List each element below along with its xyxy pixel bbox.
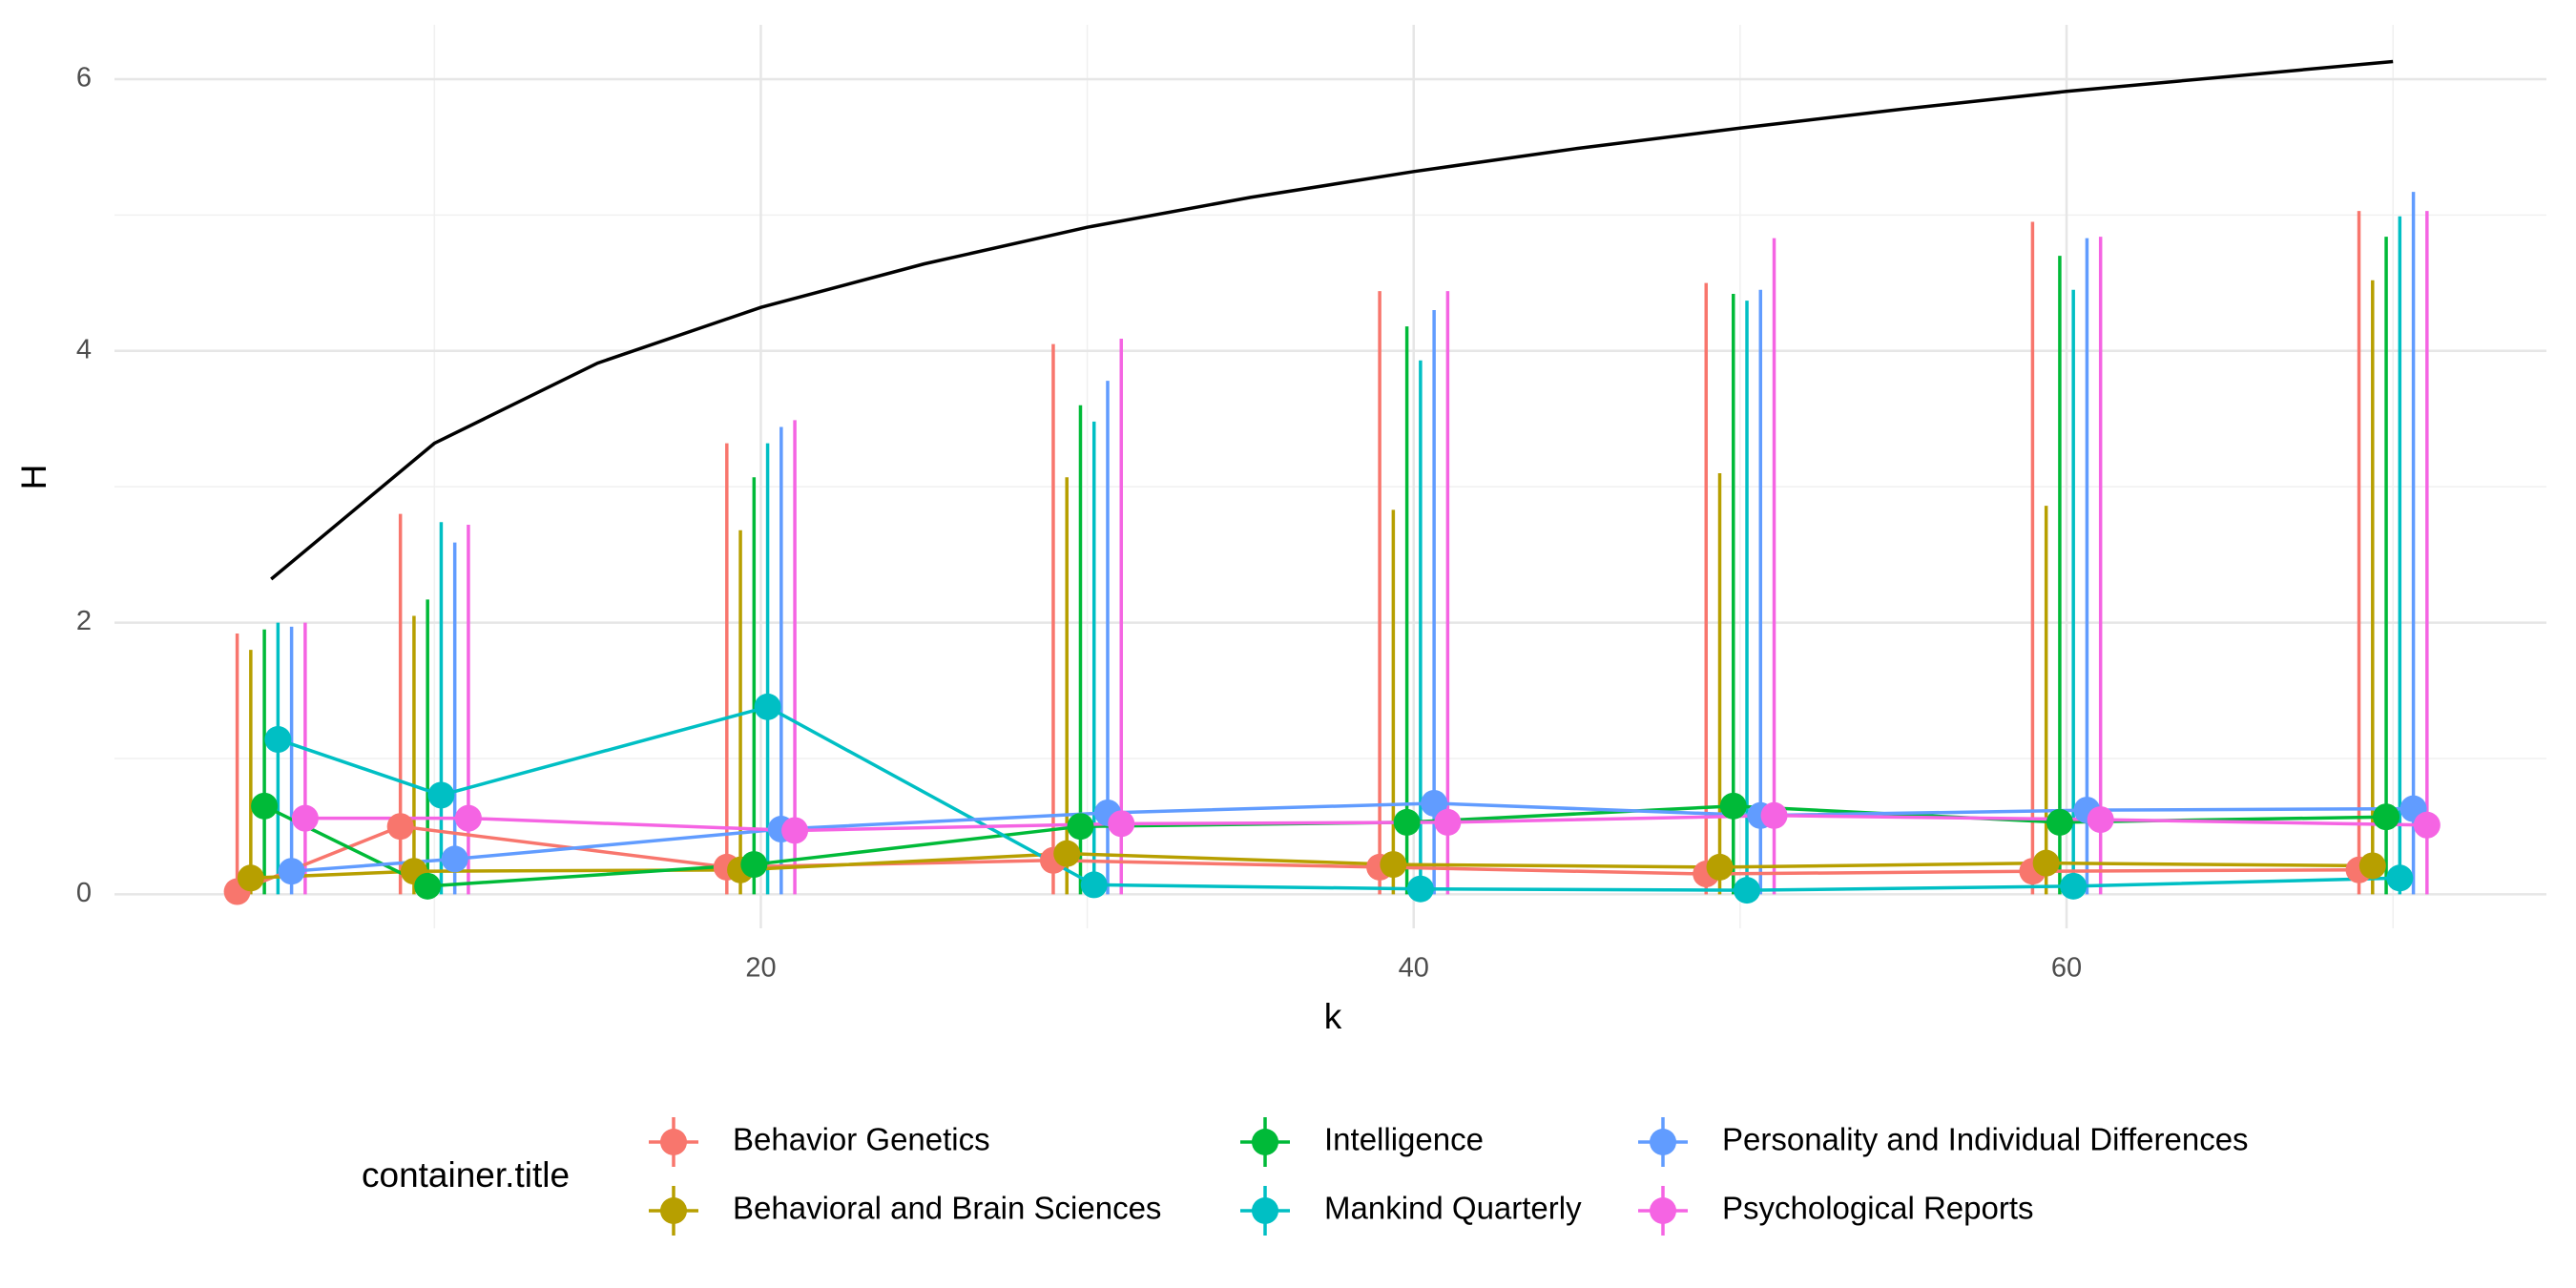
point bbox=[454, 804, 482, 832]
series-line bbox=[304, 814, 2427, 833]
point bbox=[2386, 864, 2414, 892]
x-tick-label: 40 bbox=[1399, 953, 1429, 984]
reference-curve bbox=[270, 59, 2394, 581]
point bbox=[1393, 808, 1421, 836]
point bbox=[1406, 875, 1434, 903]
point bbox=[2413, 811, 2441, 839]
point bbox=[1067, 813, 1094, 841]
x-axis-title: k bbox=[1324, 997, 1342, 1036]
legend-key-point bbox=[1650, 1197, 1676, 1224]
x-tick-label: 60 bbox=[2051, 953, 2082, 984]
point bbox=[441, 845, 468, 873]
y-tick-label: 2 bbox=[76, 606, 92, 636]
point bbox=[754, 693, 781, 720]
point bbox=[427, 781, 455, 809]
legend-label: Psychological Reports bbox=[1722, 1191, 2034, 1226]
legend-title: container.title bbox=[362, 1155, 570, 1195]
point bbox=[386, 813, 414, 841]
point bbox=[740, 851, 768, 879]
legend-item: Personality and Individual Differences bbox=[1638, 1117, 2249, 1167]
y-tick-label: 0 bbox=[76, 878, 92, 908]
point bbox=[1719, 792, 1747, 820]
point bbox=[2087, 806, 2114, 834]
point bbox=[1434, 808, 1462, 836]
point bbox=[1108, 810, 1135, 838]
series-line bbox=[277, 705, 2400, 892]
point bbox=[264, 726, 292, 754]
legend-label: Intelligence bbox=[1324, 1122, 1484, 1157]
point bbox=[237, 864, 264, 892]
legend-key-point bbox=[1252, 1129, 1278, 1155]
point bbox=[1380, 851, 1407, 879]
legend-label: Behavioral and Brain Sciences bbox=[733, 1191, 1161, 1226]
point bbox=[1760, 801, 1788, 829]
point bbox=[251, 792, 279, 820]
legend-key-point bbox=[1252, 1197, 1278, 1224]
point bbox=[1080, 871, 1108, 899]
point bbox=[1053, 840, 1081, 867]
legend-item: Mankind Quarterly bbox=[1240, 1186, 1582, 1236]
point bbox=[1734, 877, 1761, 904]
legend-key-point bbox=[660, 1197, 687, 1224]
point bbox=[781, 817, 809, 844]
point bbox=[2373, 803, 2400, 831]
point bbox=[2358, 852, 2386, 880]
y-tick-label: 4 bbox=[76, 334, 92, 364]
legend-item: Psychological Reports bbox=[1638, 1186, 2034, 1236]
legend-item: Behavior Genetics bbox=[649, 1117, 990, 1167]
point bbox=[291, 804, 319, 832]
point bbox=[2032, 849, 2060, 877]
y-axis-title: H bbox=[14, 465, 53, 490]
grid bbox=[114, 25, 2546, 928]
legend-item: Intelligence bbox=[1240, 1117, 1484, 1167]
point bbox=[1421, 789, 1448, 817]
point bbox=[2060, 872, 2088, 900]
series-line bbox=[291, 801, 2414, 873]
legend-item: Behavioral and Brain Sciences bbox=[649, 1186, 1161, 1236]
point bbox=[414, 872, 442, 900]
legend-label: Behavior Genetics bbox=[733, 1122, 990, 1157]
legend-key-point bbox=[660, 1129, 687, 1155]
series-line bbox=[236, 824, 2359, 894]
legend-label: Mankind Quarterly bbox=[1324, 1191, 1582, 1226]
point bbox=[278, 858, 305, 885]
y-tick-label: 6 bbox=[76, 63, 92, 93]
legend-label: Personality and Individual Differences bbox=[1722, 1122, 2249, 1157]
series-line bbox=[250, 851, 2373, 881]
point bbox=[1706, 853, 1734, 881]
legend-key-point bbox=[1650, 1129, 1676, 1155]
x-tick-label: 20 bbox=[745, 953, 776, 984]
point bbox=[2046, 808, 2073, 836]
